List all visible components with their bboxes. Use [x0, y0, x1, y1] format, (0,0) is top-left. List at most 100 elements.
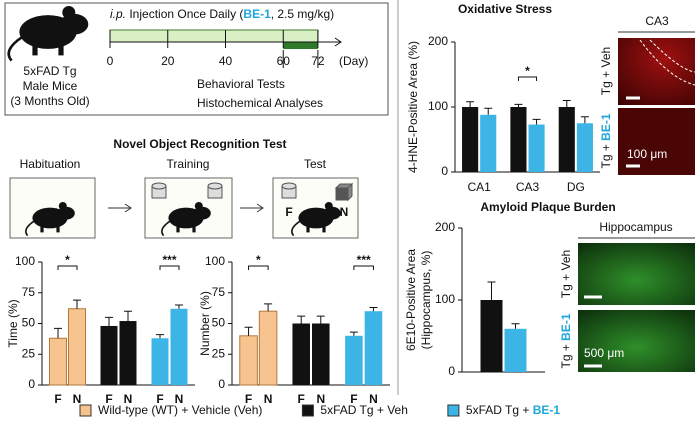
y-tick-label: 50 [212, 316, 226, 330]
mouse-label: Male Mice [23, 79, 78, 93]
row-part: Tg + Veh [559, 250, 573, 298]
y-axis-label: 4-HNE-Positive Area (%) [406, 41, 420, 173]
x-tick-label: N [264, 392, 273, 406]
sig-label: * [65, 253, 70, 267]
sig-bracket [159, 265, 180, 270]
tick-label: 0 [107, 54, 114, 68]
chart-title: Amyloid Plaque Burden [480, 200, 615, 214]
title-part: Injection Once Daily ( [126, 7, 243, 21]
bar [258, 310, 278, 386]
sig-label: * [256, 253, 261, 267]
y-tick-label: 0 [441, 164, 448, 178]
error-bar [580, 116, 589, 124]
y-axis-label: (Hippocampus, %) [419, 251, 433, 350]
scale-label: 100 μm [627, 147, 667, 161]
image-title: Hippocampus [599, 220, 672, 234]
error-bar [124, 310, 132, 322]
x-tick-label: F [245, 392, 252, 406]
object-label: F [285, 205, 292, 219]
row-label: Tg + Veh [599, 47, 613, 95]
legend-label: 5xFAD Tg + Veh [320, 403, 408, 417]
error-bar [484, 107, 493, 115]
bar [119, 321, 137, 385]
x-tick-label: N [316, 392, 325, 406]
legend-part: BE-1 [533, 403, 561, 417]
error-bar [369, 307, 378, 312]
sig-label: *** [357, 253, 371, 267]
axis-arrow [334, 37, 342, 47]
title-part: , 2.5 mg/kg) [271, 7, 334, 21]
bar [480, 300, 503, 372]
object-label: N [340, 205, 349, 219]
row-part: BE-1 [599, 113, 613, 141]
y-tick-label: 0 [448, 364, 455, 378]
title-part: i.p. [110, 7, 126, 21]
row-part: Tg + [599, 141, 613, 169]
x-tick-label: F [350, 392, 357, 406]
bar [528, 124, 545, 172]
error-bar [105, 316, 113, 326]
y-tick-label: 0 [218, 377, 225, 391]
y-tick-label: 100 [435, 292, 455, 306]
axis-unit: (Day) [339, 54, 368, 68]
legend-label: Wild-type (WT) + Vehicle (Veh) [98, 403, 262, 417]
row-part: BE-1 [559, 313, 573, 341]
y-axis-label: Number (%) [198, 291, 212, 356]
y-tick-label: 200 [435, 220, 455, 234]
legend-swatch [447, 404, 460, 417]
sig-label: *** [162, 253, 176, 267]
legend: Wild-type (WT) + Vehicle (Veh) 5xFAD Tg +… [79, 403, 561, 417]
x-tick-label: N [369, 392, 378, 406]
error-bar [156, 334, 164, 339]
bar [345, 335, 363, 385]
nor-title: Novel Object Recognition Test [113, 137, 286, 151]
bar [480, 114, 497, 172]
x-tick-label: N [175, 392, 184, 406]
y-tick-label: 75 [212, 285, 226, 299]
row-label: Tg + Veh [559, 250, 573, 298]
micrograph [578, 243, 695, 305]
error-bar [349, 331, 358, 336]
row-part: Tg + Veh [599, 47, 613, 95]
sig-bracket [248, 265, 269, 270]
error-bar [487, 281, 496, 300]
error-bar [54, 327, 62, 339]
legend-swatch [79, 404, 92, 417]
behavior-bar [283, 42, 318, 49]
tick-label: 20 [161, 54, 175, 68]
bar [292, 323, 310, 385]
timeline-title: i.p. Injection Once Daily (BE-1, 2.5 mg/… [110, 7, 334, 21]
y-tick-label: 100 [428, 99, 448, 113]
timeline: 0 20 40 60 72 (Day)Behavioral TestsHistochemi… [107, 29, 368, 110]
micrograph [618, 38, 695, 105]
note: Behavioral Tests [197, 77, 285, 91]
objects [151, 182, 354, 202]
error-bar [316, 315, 325, 324]
micrograph [618, 108, 695, 175]
row-label: Tg + BE-1 [599, 113, 613, 168]
bar [100, 325, 118, 385]
legend-part: 5xFAD Tg + [466, 403, 533, 417]
bar [68, 308, 86, 386]
sig-label: * [525, 64, 530, 78]
legend-part: 5xFAD Tg + Veh [320, 403, 408, 417]
micrograph [578, 310, 695, 372]
y-axis-label: 6E10-Positive Area [404, 249, 418, 351]
error-bar [562, 100, 571, 107]
chart-title: Oxidative Stress [458, 2, 552, 16]
mouse-icon [7, 4, 90, 62]
error-bar [264, 303, 273, 312]
bar [49, 337, 67, 386]
mouse-label: (3 Months Old) [10, 94, 89, 108]
bar [151, 338, 169, 385]
bar [504, 328, 527, 372]
error-bar [532, 118, 541, 125]
stage-label: Training [167, 157, 210, 171]
bar [576, 123, 593, 172]
row-label: Tg + BE-1 [559, 313, 573, 368]
x-tick-label: CA1 [467, 180, 491, 194]
row-part: Tg + [559, 341, 573, 369]
treatment-bar [109, 29, 319, 43]
